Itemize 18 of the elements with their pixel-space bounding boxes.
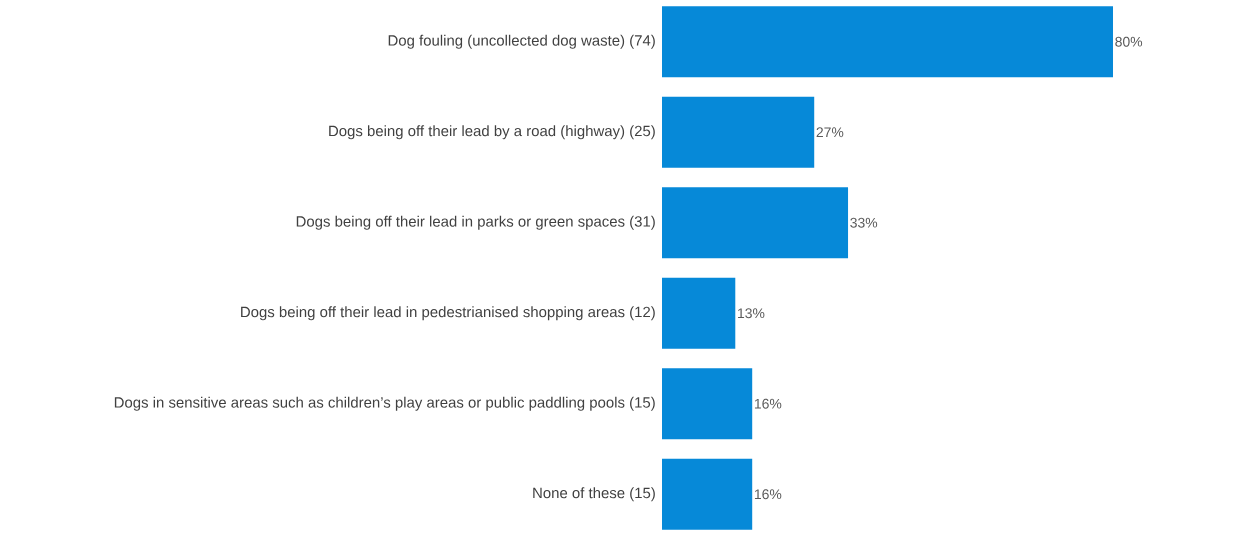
bar	[662, 458, 753, 530]
y-tick-label: Dogs being off their lead in pedestrianised shopping areas (12)	[241, 306, 655, 321]
bar	[662, 277, 736, 349]
y-tick-label: Dog fouling (uncollected dog waste) (74)	[388, 34, 655, 49]
data-label: 33%	[850, 217, 878, 228]
data-label: 16%	[754, 489, 782, 500]
data-label: 13%	[738, 308, 765, 319]
data-label: 27%	[816, 127, 844, 138]
y-tick-label: None of these (15)	[533, 487, 655, 502]
bar	[662, 6, 1113, 78]
bar	[662, 96, 815, 168]
bar	[662, 368, 753, 440]
data-label: 16%	[754, 398, 782, 409]
data-label: 80%	[1115, 36, 1143, 47]
y-tick-label: Dogs in sensitive areas such as children’s play areas or public paddling pools (15)	[114, 396, 655, 411]
bar	[662, 187, 849, 259]
y-tick-label: Dogs being off their lead by a road (highway) (25)	[329, 125, 655, 140]
y-tick-label: Dogs being off their lead in parks or green spaces (31)	[296, 215, 655, 230]
